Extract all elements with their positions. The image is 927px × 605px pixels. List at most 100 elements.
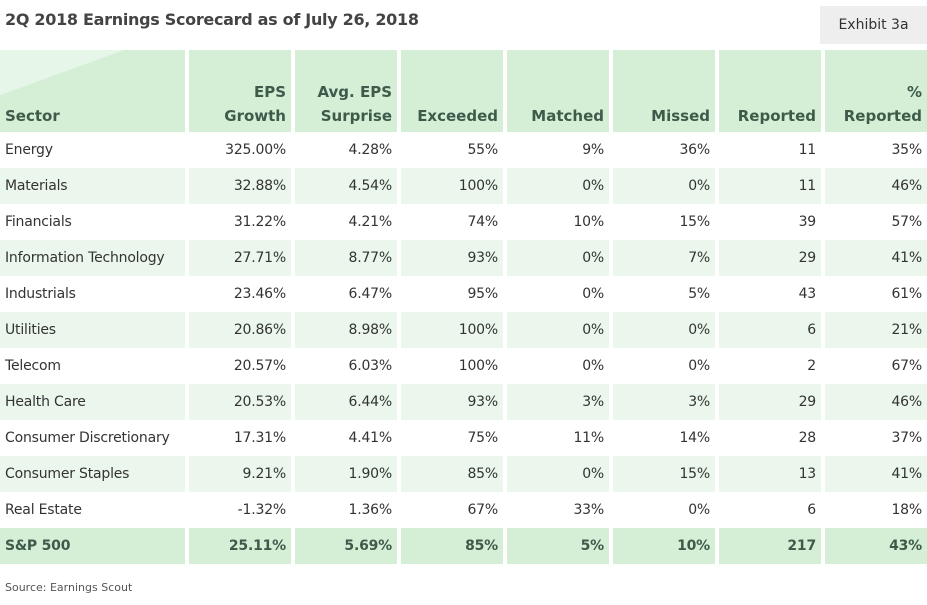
table-cell: 0% <box>507 240 609 276</box>
table-cell: 15% <box>613 456 715 492</box>
table-cell: 55% <box>467 142 498 158</box>
row-label: Health Care <box>0 384 185 420</box>
table-cell: 0% <box>507 312 609 348</box>
table-cell: 0% <box>688 502 710 518</box>
table-cell: 2 <box>807 358 816 374</box>
table-cell: 100% <box>401 168 503 204</box>
total-cell: 5.69% <box>295 528 397 564</box>
table-cell: 10% <box>573 214 604 230</box>
table-cell: 36% <box>679 142 710 158</box>
table-cell: 11 <box>719 168 821 204</box>
table-cell: 0% <box>507 456 609 492</box>
table-cell: 75% <box>467 430 498 446</box>
table-cell: 43 <box>798 286 817 302</box>
column-header: Missed <box>613 50 715 132</box>
table-cell: 9.21% <box>189 456 291 492</box>
table-cell: 74% <box>467 214 498 230</box>
table-cell: 57% <box>891 214 922 230</box>
header-line: Missed <box>651 107 710 125</box>
table-cell: 33% <box>573 502 604 518</box>
row-label: Telecom <box>5 358 61 374</box>
table-cell: 6 <box>807 502 816 518</box>
header-line: Avg. EPS <box>317 83 392 101</box>
table-cell: 5% <box>688 286 710 302</box>
table-cell: 4.21% <box>348 214 393 230</box>
table-cell: 39 <box>798 214 817 230</box>
table-cell: 14% <box>679 430 710 446</box>
table-cell: 41% <box>825 456 927 492</box>
title: 2Q 2018 Earnings Scorecard as of July 26… <box>5 10 419 29</box>
table-cell: 8.98% <box>295 312 397 348</box>
table-cell: 37% <box>891 430 922 446</box>
row-label: Information Technology <box>0 240 185 276</box>
table-cell: 20.53% <box>189 384 291 420</box>
table-cell: 46% <box>825 384 927 420</box>
table-cell: 6.47% <box>348 286 393 302</box>
row-label: Real Estate <box>5 502 82 518</box>
total-cell: 85% <box>401 528 503 564</box>
table-cell: 4.28% <box>348 142 393 158</box>
source-note: Source: Earnings Scout <box>5 581 133 594</box>
table-cell: 17.31% <box>233 430 286 446</box>
table-cell: 27.71% <box>189 240 291 276</box>
column-header: Avg. EPS Surprise <box>295 50 397 132</box>
column-header: Reported <box>719 50 821 132</box>
column-header: Sector <box>0 50 185 132</box>
header-line: Surprise <box>320 107 392 125</box>
table-cell: 11 <box>798 142 817 158</box>
table-cell: 32.88% <box>189 168 291 204</box>
table-cell: 41% <box>825 240 927 276</box>
header-line: Reported <box>843 107 922 125</box>
table-cell: 6.03% <box>348 358 393 374</box>
column-header: % Reported <box>825 50 927 132</box>
row-label: Consumer Staples <box>0 456 185 492</box>
header-line: Growth <box>224 107 286 125</box>
table-cell: 3% <box>507 384 609 420</box>
total-cell: 5% <box>507 528 609 564</box>
table-cell: 18% <box>891 502 922 518</box>
total-cell: 25.11% <box>189 528 291 564</box>
table-cell: 46% <box>825 168 927 204</box>
table-cell: 35% <box>891 142 922 158</box>
table-cell: 0% <box>613 312 715 348</box>
table-cell: 100% <box>458 358 498 374</box>
row-label: Consumer Discretionary <box>5 430 170 446</box>
column-header: Exceeded <box>401 50 503 132</box>
table-cell: 67% <box>467 502 498 518</box>
row-label: Energy <box>5 142 53 158</box>
table-cell: 3% <box>613 384 715 420</box>
table-cell: 0% <box>688 358 710 374</box>
table-cell: 1.90% <box>295 456 397 492</box>
table-cell: 85% <box>401 456 503 492</box>
table-cell: 29 <box>719 384 821 420</box>
table-cell: 15% <box>679 214 710 230</box>
table-cell: 0% <box>507 168 609 204</box>
header-line: Matched <box>531 107 604 125</box>
table-cell: 31.22% <box>233 214 286 230</box>
table-cell: 23.46% <box>233 286 286 302</box>
table-cell: 13 <box>719 456 821 492</box>
total-label: S&P 500 <box>0 528 185 564</box>
table-cell: 0% <box>582 286 604 302</box>
table-cell: 0% <box>613 168 715 204</box>
table-cell: 11% <box>573 430 604 446</box>
header-line: EPS <box>253 83 286 101</box>
table-cell: 20.57% <box>233 358 286 374</box>
table-cell: 28 <box>798 430 817 446</box>
table-cell: 4.41% <box>348 430 393 446</box>
total-cell: 43% <box>825 528 927 564</box>
table-cell: 6.44% <box>295 384 397 420</box>
header-line: Sector <box>5 107 60 125</box>
table-cell: 100% <box>401 312 503 348</box>
table-cell: 6 <box>719 312 821 348</box>
row-label: Industrials <box>5 286 76 302</box>
table-cell: 4.54% <box>295 168 397 204</box>
table-cell: 8.77% <box>295 240 397 276</box>
table-cell: 21% <box>825 312 927 348</box>
header-line: Exceeded <box>417 107 498 125</box>
row-label: Financials <box>5 214 72 230</box>
table-cell: 9% <box>582 142 604 158</box>
table-cell: 0% <box>582 358 604 374</box>
header-line: Reported <box>737 107 816 125</box>
